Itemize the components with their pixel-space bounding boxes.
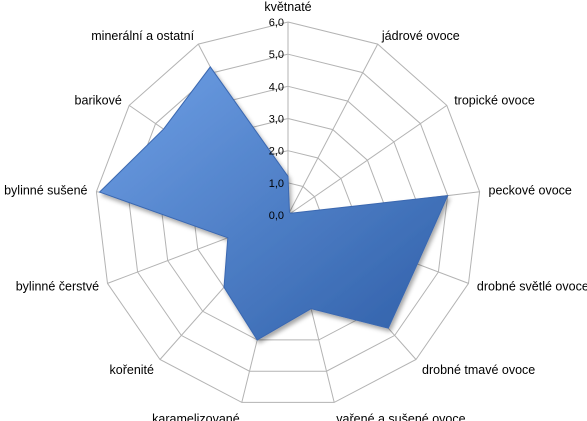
tick-label: 5,0 (269, 49, 284, 61)
tick-label: 2,0 (269, 146, 284, 158)
grid-ring (95, 21, 481, 403)
tick-label: 3,0 (269, 114, 284, 126)
category-label: drobné světlé ovoce (477, 280, 587, 294)
category-label: tropické ovoce (454, 93, 535, 107)
tick-label: 0,0 (269, 210, 284, 222)
grid-spoke (287, 43, 379, 216)
category-label: minerální a ostatní (91, 29, 194, 43)
grid-spoke (287, 104, 448, 216)
category-label: drobné tmavé ovoce (422, 363, 535, 377)
series-layer (98, 66, 449, 341)
category-label: kořenité (110, 363, 155, 377)
tick-label: 1,0 (269, 178, 284, 190)
category-label: jádrové ovoce (381, 29, 460, 43)
tick-label: 6,0 (269, 17, 284, 29)
tick-labels: 0,0 1,0 2,0 3,0 4,0 5,0 6,0 (269, 17, 284, 222)
category-label: bylinné sušené (4, 184, 87, 198)
grid-ring (127, 53, 449, 372)
category-label: květnaté (264, 0, 311, 14)
tick-label: 4,0 (269, 81, 284, 93)
category-label: barikové (75, 93, 122, 107)
category-label: peckové ovoce (489, 184, 572, 198)
series-area (98, 66, 449, 341)
category-labels: květnaté jádrové ovoce tropické ovoce pecko… (4, 0, 587, 421)
category-label: bylinné čerstvé (16, 280, 99, 294)
category-label: vařené a sušené ovoce (336, 412, 465, 421)
category-label: karamelizované (152, 412, 240, 421)
